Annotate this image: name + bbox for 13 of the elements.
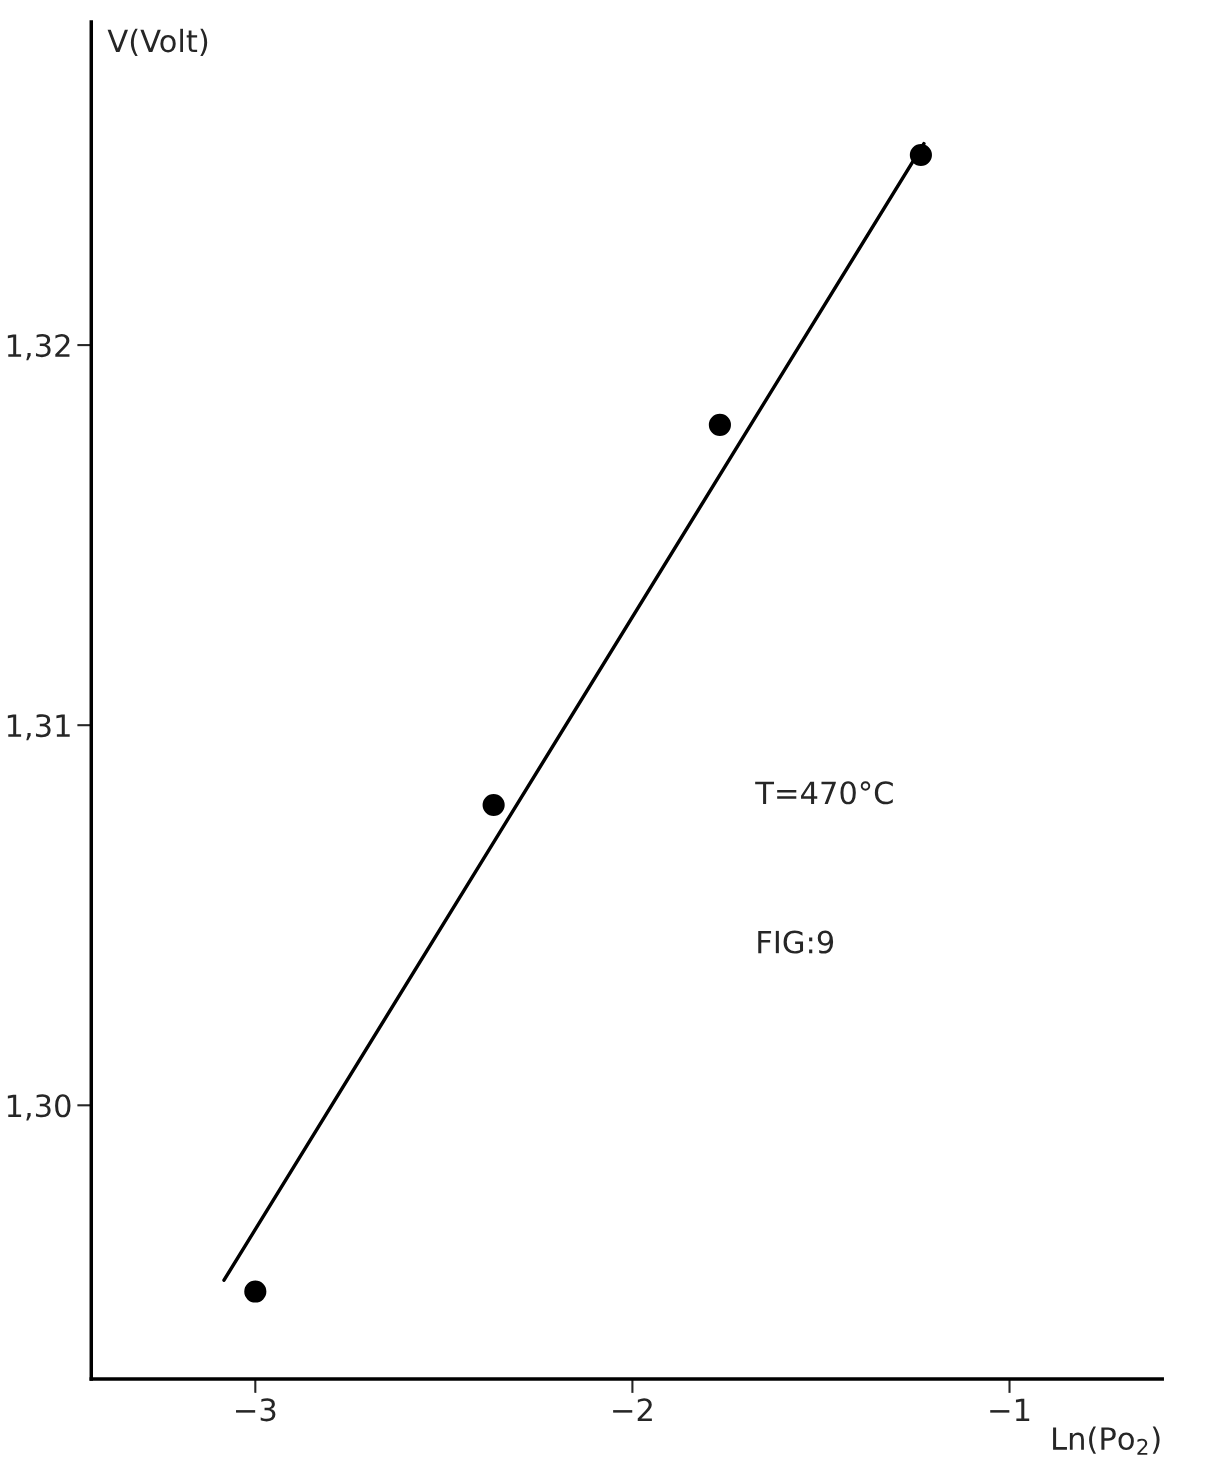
point [480,792,507,819]
point [706,411,733,438]
y-axis-title: V(Volt) [107,28,208,57]
y-tick-label: 1,30 [7,1094,71,1121]
x-tick-label: −1 [990,1398,1030,1421]
x-tick-label: −2 [613,1398,652,1421]
y-tick-label: 1,31 [7,714,70,741]
x-tick-label: −3 [236,1398,276,1422]
y-tick-label: 1,32 [7,334,70,361]
annotation: T=470°C [755,781,893,805]
x-axis-title: Ln(Po$_{2}$) [1053,1426,1160,1455]
annotation: FIG:9 [758,930,834,954]
point [242,1278,269,1305]
